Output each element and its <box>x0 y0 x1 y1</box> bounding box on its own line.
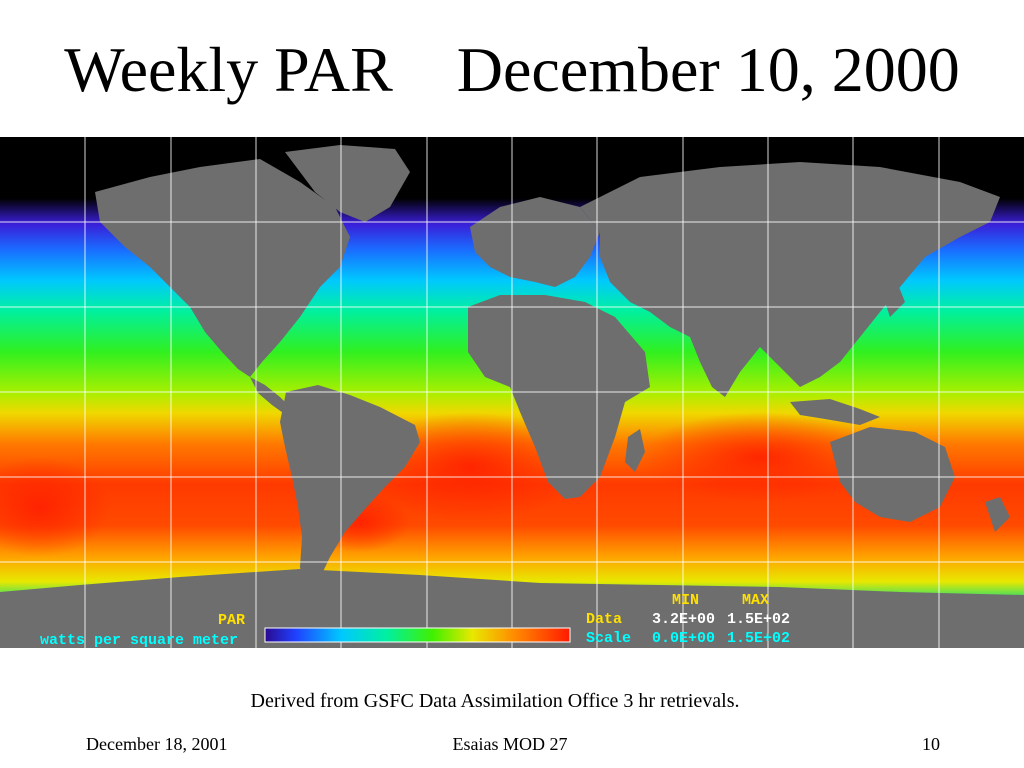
hot-spot <box>0 457 110 557</box>
legend-scale-max: 1.5E+02 <box>727 630 790 647</box>
color-scale-bar <box>264 627 571 643</box>
land-central-america <box>250 377 292 415</box>
par-map: PAR watts per square meter MIN MAX Data … <box>0 137 1024 648</box>
land-south-america <box>280 385 420 592</box>
par-map-image: PAR watts per square meter MIN MAX Data … <box>0 137 1024 648</box>
land-madagascar <box>625 429 645 472</box>
legend-scale-label: Scale <box>586 630 631 647</box>
footer-date: December 18, 2001 <box>86 734 228 754</box>
figure-caption: Derived from GSFC Data Assimilation Offi… <box>250 690 740 712</box>
land-asia <box>580 162 1000 387</box>
hot-spot <box>640 412 880 502</box>
land-india <box>690 337 740 397</box>
land-europe <box>470 197 600 287</box>
graticule <box>0 137 1024 648</box>
slide-number: 10 <box>922 734 940 754</box>
land-indonesia <box>790 399 880 425</box>
land-greenland <box>285 145 410 222</box>
legend-data-max: 1.5E+02 <box>727 611 790 628</box>
legend-data-min: 3.2E+00 <box>652 611 715 628</box>
land-new-zealand <box>985 497 1010 532</box>
legend-units-label: watts per square meter <box>40 632 238 648</box>
slide-title: Weekly PAR December 10, 2000 <box>64 34 960 105</box>
legend-scale-min: 0.0E+00 <box>652 630 715 647</box>
land-africa <box>468 295 650 499</box>
legend-max-header: MAX <box>742 592 769 609</box>
footer-author: Esaias MOD 27 <box>452 734 568 754</box>
legend-data-label: Data <box>586 611 622 628</box>
land-north-america <box>95 159 350 377</box>
land-australia <box>830 427 955 522</box>
legend-min-header: MIN <box>672 592 699 609</box>
legend-variable-label: PAR <box>218 612 245 629</box>
